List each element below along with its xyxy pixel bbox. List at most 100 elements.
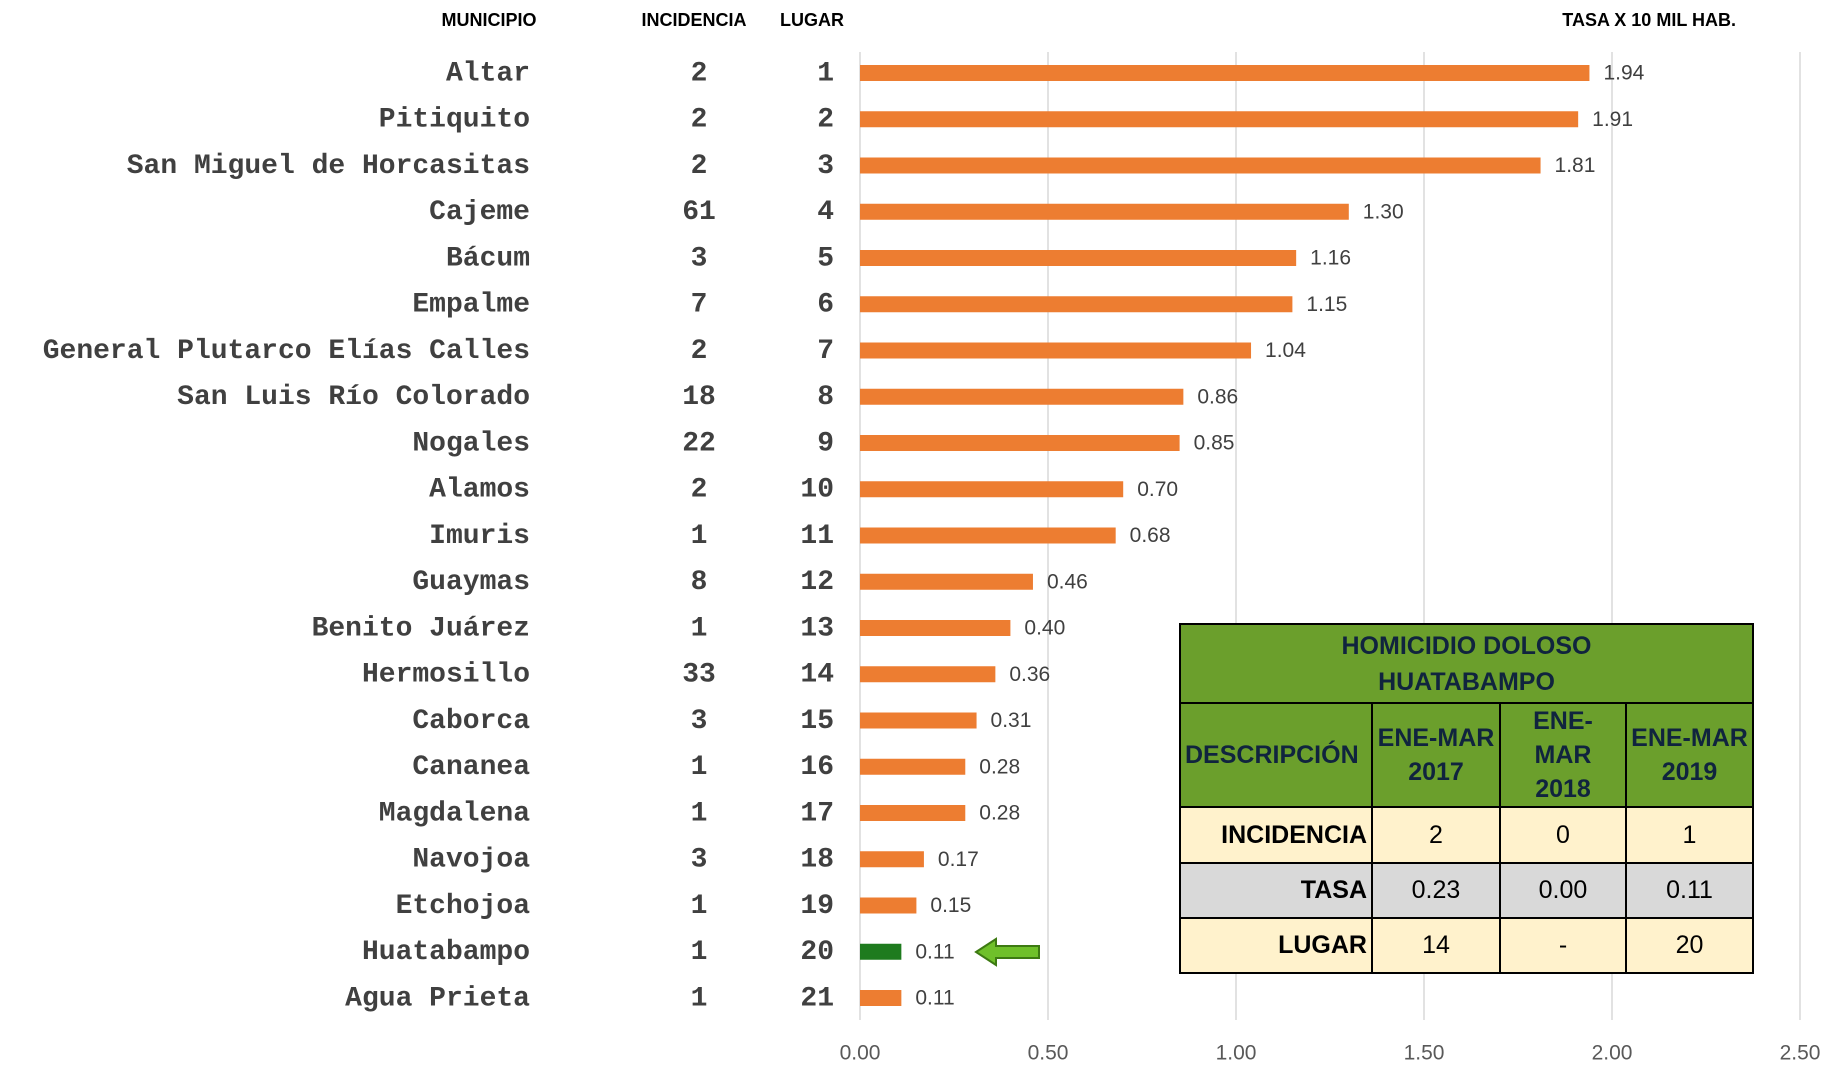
lugar-label: 15 [800,706,834,737]
incidencia-label: 33 [682,660,716,691]
row-label: INCIDENCIA [1179,806,1373,864]
bar [860,481,1124,498]
lugar-label: 16 [800,752,834,783]
bar [860,712,977,729]
lugar-label: 11 [800,521,834,552]
bar [860,573,1033,590]
incidencia-label: 1 [691,937,708,968]
lugar-label: 5 [817,243,834,274]
value-label: 1.91 [1592,108,1633,131]
bar [860,666,996,683]
table-cell: 0.11 [1625,862,1754,919]
value-label: 0.11 [915,987,954,1010]
header-cell: DESCRIPCIÓN [1179,702,1373,808]
incidencia-label: 3 [691,845,708,876]
highlight-arrow [974,937,1040,967]
title-line: HOMICIDIO DOLOSO [1341,631,1592,660]
municipio-label: Agua Prieta [345,983,530,1014]
header-cell: ENE-MAR 2018 [1499,702,1627,808]
incidencia-label: 3 [691,243,708,274]
value-label: 0.40 [1024,617,1065,640]
municipio-label: Imuris [429,521,530,552]
value-label: 0.70 [1137,478,1178,501]
incidencia-label: 1 [691,613,708,644]
incidencia-label: 1 [691,891,708,922]
x-tick-label: 1.00 [1216,1042,1257,1065]
municipio-label: General Plutarco Elías Calles [43,336,530,367]
incidencia-label: 2 [691,105,708,136]
column-header: LUGAR [780,10,844,30]
municipio-label: Huatabampo [362,937,530,968]
value-label: 0.28 [979,802,1020,825]
header-cell: ENE-MAR 2019 [1625,702,1754,808]
lugar-label: 9 [817,428,834,459]
bar [860,250,1297,266]
table-cell: 2 [1371,806,1501,864]
bar [860,157,1541,174]
bar [860,758,966,775]
incidencia-label: 1 [691,798,708,829]
bar [860,990,902,1006]
lugar-label: 21 [800,983,834,1014]
incidencia-label: 18 [682,382,716,413]
incidencia-label: 3 [691,706,708,737]
value-label: 0.46 [1047,570,1088,593]
incidencia-label: 8 [691,567,708,598]
lugar-label: 7 [817,336,834,367]
municipio-label: San Luis Río Colorado [177,382,530,413]
x-tick-label: 2.00 [1592,1042,1633,1065]
incidencia-label: 61 [682,197,716,228]
lugar-label: 4 [817,197,834,228]
municipio-label: Empalme [412,290,530,321]
municipio-label: Guaymas [412,567,530,598]
value-label: 0.15 [930,894,971,917]
lugar-label: 17 [800,798,834,829]
value-label: 1.81 [1555,154,1596,177]
table-cell: 0.23 [1371,862,1501,919]
value-label: 1.16 [1310,247,1351,270]
value-label: 0.68 [1130,524,1171,547]
table-header-row: DESCRIPCIÓN ENE-MAR 2017 ENE-MAR 2018 ENE-M… [1179,702,1754,808]
lugar-label: 20 [800,937,834,968]
header-cell: ENE-MAR 2017 [1371,702,1501,808]
municipio-label: Cananea [412,752,530,783]
municipio-label: Navojoa [412,845,530,876]
municipio-label: Cajeme [429,197,530,228]
table-row: INCIDENCIA 2 0 1 [1179,806,1754,864]
bar [860,805,966,821]
municipio-label: Hermosillo [362,660,530,691]
value-label: 0.28 [979,755,1020,778]
bar [860,111,1579,128]
axis-label: TASA X 10 MIL HAB. [1562,10,1736,30]
incidencia-label: 7 [691,290,708,321]
lugar-label: 6 [817,290,834,321]
table-row: TASA 0.23 0.00 0.11 [1179,862,1754,919]
row-label: LUGAR [1179,917,1373,974]
municipio-label: San Miguel de Horcasitas [127,151,530,182]
municipio-label: Etchojoa [396,891,531,922]
bar [860,620,1011,636]
bar [860,65,1590,81]
bar [860,435,1180,451]
value-label: 0.17 [938,848,979,871]
municipio-label: Caborca [412,706,530,737]
bar [860,342,1252,359]
table-cell: 1 [1625,806,1754,864]
table-cell: 14 [1371,917,1501,974]
incidencia-label: 1 [691,983,708,1014]
title-line: HUATABAMPO [1378,667,1555,696]
value-label: 0.85 [1194,432,1235,455]
value-label: 0.11 [915,940,954,963]
value-label: 1.30 [1363,200,1404,223]
value-label: 1.94 [1603,62,1644,85]
lugar-label: 12 [800,567,834,598]
bar [860,203,1349,220]
municipio-label: Magdalena [379,798,530,829]
lugar-label: 13 [800,613,834,644]
bar [860,527,1116,544]
table-cell: 20 [1625,917,1754,974]
table-cell: - [1499,917,1627,974]
x-tick-label: 0.00 [840,1042,881,1065]
